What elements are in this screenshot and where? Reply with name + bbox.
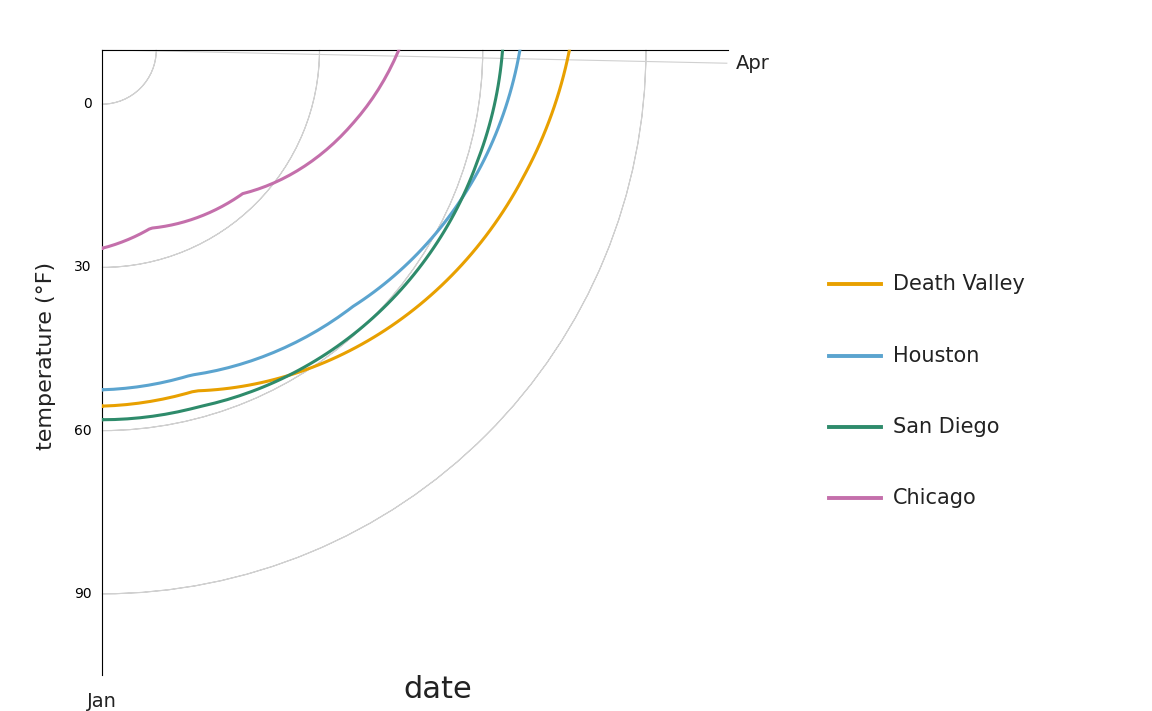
Text: Death Valley: Death Valley bbox=[893, 274, 1024, 294]
Text: Houston: Houston bbox=[893, 346, 979, 365]
Text: date: date bbox=[403, 675, 472, 704]
Text: Chicago: Chicago bbox=[893, 488, 977, 508]
Text: temperature (°F): temperature (°F) bbox=[36, 262, 56, 449]
Text: San Diego: San Diego bbox=[893, 417, 999, 437]
